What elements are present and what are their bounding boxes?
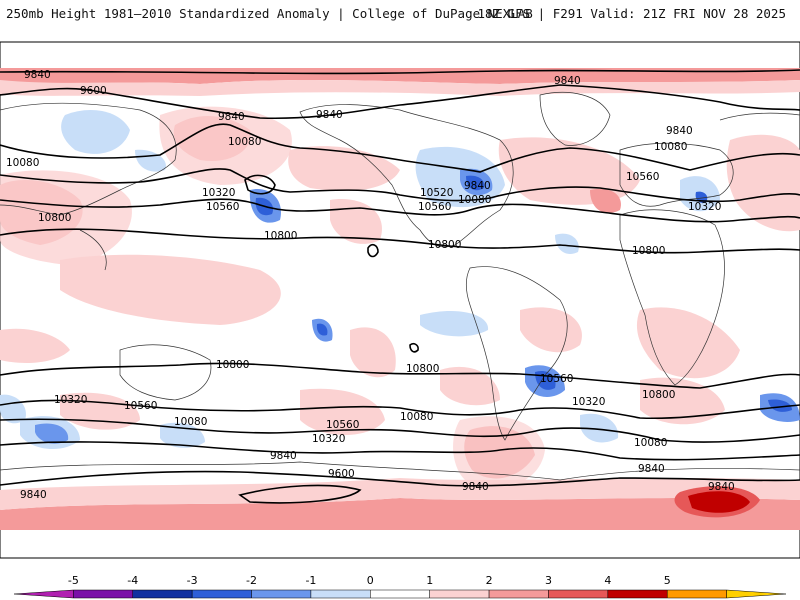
contour-labels: 9840 9600 9840 10080 9840 10080 10320 10… <box>6 69 735 501</box>
contour-label: 10320 <box>312 433 345 445</box>
colorbar-tick-label: 1 <box>426 574 433 587</box>
colorbar-tick-label: -1 <box>305 574 316 587</box>
chart-title: 250mb Height 1981–2010 Standardized Anom… <box>6 6 533 21</box>
contour-label: 9840 <box>20 489 47 501</box>
contour-label: 10080 <box>400 411 433 423</box>
contour-label: 10800 <box>642 389 675 401</box>
model-run-info: 18Z GFS | F291 Valid: 21Z FRI NOV 28 202… <box>477 6 786 21</box>
contour-label: 9840 <box>218 111 245 123</box>
contour-label: 10800 <box>38 212 71 224</box>
contour-label: 10800 <box>216 359 249 371</box>
contour-label: 10320 <box>688 201 721 213</box>
contour-label: 9840 <box>24 69 51 81</box>
contour-label: 9600 <box>328 468 355 480</box>
colorbar-segment <box>191 589 252 599</box>
contour-label: 10560 <box>540 373 573 385</box>
contour-label: 10080 <box>654 141 687 153</box>
contour-label: 10560 <box>206 201 239 213</box>
contour-label: 10520 <box>420 187 453 199</box>
contour-label: 10320 <box>54 394 87 406</box>
colorbar-segment <box>13 589 74 599</box>
contour-label: 10560 <box>626 171 659 183</box>
colorbar-tick-label: 3 <box>545 574 552 587</box>
height-contours <box>0 69 800 504</box>
colorbar-segment <box>488 589 549 599</box>
contour-label: 10800 <box>264 230 297 242</box>
colorbar-tick-label: -2 <box>246 574 257 587</box>
contour-label: 10560 <box>124 400 157 412</box>
contour-label: 9840 <box>462 481 489 493</box>
colorbar-segment <box>548 589 609 599</box>
colorbar-segment <box>429 589 490 599</box>
contour-label: 10560 <box>418 201 451 213</box>
contour-label: 10800 <box>632 245 665 257</box>
colorbar-segment <box>726 589 787 599</box>
contour-label: 10560 <box>326 419 359 431</box>
contour-label: 10080 <box>174 416 207 428</box>
colorbar-segment <box>73 589 134 599</box>
colorbar-tick-label: -4 <box>127 574 138 587</box>
contour-label: 9840 <box>554 75 581 87</box>
colorbar-tick-label: 2 <box>486 574 493 587</box>
colorbar: -5 -4 -3 -2 -1 0 1 2 3 4 5 <box>13 574 787 599</box>
coastlines <box>0 92 800 481</box>
colorbar-tick-label: 4 <box>604 574 611 587</box>
contour-label: 9600 <box>80 85 107 97</box>
colorbar-tick-label: 0 <box>367 574 374 587</box>
contour-label: 10080 <box>634 437 667 449</box>
colorbar-segment <box>607 589 668 599</box>
contour-label: 10320 <box>202 187 235 199</box>
contour-label: 9840 <box>708 481 735 493</box>
colorbar-tick-label: 5 <box>664 574 671 587</box>
contour-label: 10080 <box>6 157 39 169</box>
contour-label: 9840 <box>638 463 665 475</box>
contour-label: 10320 <box>572 396 605 408</box>
colorbar-segment <box>370 589 430 599</box>
contour-label: 9840 <box>316 109 343 121</box>
colorbar-segment <box>251 589 312 599</box>
contour-label: 9840 <box>666 125 693 137</box>
contour-label: 9840 <box>464 180 491 192</box>
contour-label: 10080 <box>228 136 261 148</box>
contour-label: 10800 <box>428 239 461 251</box>
colorbar-segment <box>310 589 371 599</box>
contour-label: 10800 <box>406 363 439 375</box>
contour-label: 10080 <box>458 194 491 206</box>
colorbar-segment <box>666 589 727 599</box>
colorbar-segment <box>132 589 193 599</box>
colorbar-tick-label: -3 <box>187 574 198 587</box>
colorbar-tick-label: -5 <box>68 574 79 587</box>
contour-label: 9840 <box>270 450 297 462</box>
